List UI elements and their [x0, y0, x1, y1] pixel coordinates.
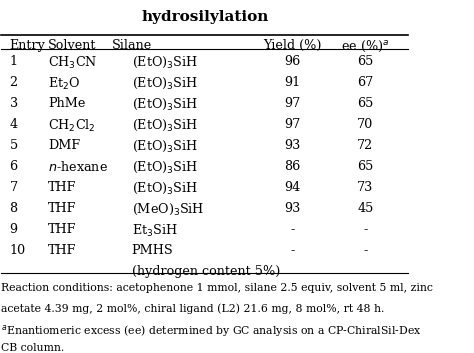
Text: Et$_3$SiH: Et$_3$SiH — [131, 223, 177, 239]
Text: Yield (%): Yield (%) — [263, 39, 321, 52]
Text: CH$_2$Cl$_2$: CH$_2$Cl$_2$ — [48, 118, 96, 134]
Text: (EtO)$_3$SiH: (EtO)$_3$SiH — [131, 118, 198, 133]
Text: 93: 93 — [284, 139, 301, 152]
Text: 96: 96 — [284, 55, 301, 68]
Text: hydrosilylation: hydrosilylation — [141, 10, 268, 24]
Text: 86: 86 — [284, 160, 301, 173]
Text: CB column.: CB column. — [1, 343, 64, 353]
Text: 45: 45 — [357, 202, 374, 215]
Text: (MeO)$_3$SiH: (MeO)$_3$SiH — [131, 202, 204, 217]
Text: THF: THF — [48, 181, 76, 194]
Text: PMHS: PMHS — [131, 244, 173, 257]
Text: Reaction conditions: acetophenone 1 mmol, silane 2.5 equiv, solvent 5 ml, zinc: Reaction conditions: acetophenone 1 mmol… — [1, 283, 433, 293]
Text: 72: 72 — [357, 139, 374, 152]
Text: 65: 65 — [357, 160, 374, 173]
Text: -: - — [290, 244, 294, 257]
Text: 67: 67 — [357, 76, 374, 89]
Text: 93: 93 — [284, 202, 301, 215]
Text: THF: THF — [48, 223, 76, 236]
Text: 70: 70 — [357, 118, 374, 131]
Text: (hydrogen content 5%): (hydrogen content 5%) — [131, 265, 280, 278]
Text: 7: 7 — [9, 181, 18, 194]
Text: 65: 65 — [357, 97, 374, 110]
Text: (EtO)$_3$SiH: (EtO)$_3$SiH — [131, 181, 198, 196]
Text: CH$_3$CN: CH$_3$CN — [48, 55, 98, 71]
Text: PhMe: PhMe — [48, 97, 85, 110]
Text: (EtO)$_3$SiH: (EtO)$_3$SiH — [131, 160, 198, 175]
Text: (EtO)$_3$SiH: (EtO)$_3$SiH — [131, 97, 198, 112]
Text: acetate 4.39 mg, 2 mol%, chiral ligand (L2) 21.6 mg, 8 mol%, rt 48 h.: acetate 4.39 mg, 2 mol%, chiral ligand (… — [1, 303, 385, 314]
Text: (EtO)$_3$SiH: (EtO)$_3$SiH — [131, 76, 198, 91]
Text: 91: 91 — [284, 76, 300, 89]
Text: -: - — [290, 223, 294, 236]
Text: THF: THF — [48, 244, 76, 257]
Text: Et$_2$O: Et$_2$O — [48, 76, 81, 92]
Text: 97: 97 — [284, 118, 301, 131]
Text: ee (%)$^a$: ee (%)$^a$ — [341, 39, 390, 54]
Text: $n$-hexane: $n$-hexane — [48, 160, 108, 174]
Text: 4: 4 — [9, 118, 18, 131]
Text: -: - — [363, 244, 367, 257]
Text: 6: 6 — [9, 160, 18, 173]
Text: (EtO)$_3$SiH: (EtO)$_3$SiH — [131, 139, 198, 154]
Text: 73: 73 — [357, 181, 374, 194]
Text: 94: 94 — [284, 181, 301, 194]
Text: 9: 9 — [9, 223, 18, 236]
Text: Silane: Silane — [111, 39, 152, 52]
Text: $^a$Enantiomeric excess (ee) determined by GC analysis on a CP-ChiralSil-Dex: $^a$Enantiomeric excess (ee) determined … — [1, 323, 422, 339]
Text: -: - — [363, 223, 367, 236]
Text: 2: 2 — [9, 76, 18, 89]
Text: Entry: Entry — [9, 39, 46, 52]
Text: DMF: DMF — [48, 139, 80, 152]
Text: 65: 65 — [357, 55, 374, 68]
Text: (EtO)$_3$SiH: (EtO)$_3$SiH — [131, 55, 198, 70]
Text: THF: THF — [48, 202, 76, 215]
Text: Solvent: Solvent — [48, 39, 97, 52]
Text: 8: 8 — [9, 202, 18, 215]
Text: 97: 97 — [284, 97, 301, 110]
Text: 3: 3 — [9, 97, 18, 110]
Text: 5: 5 — [9, 139, 18, 152]
Text: 10: 10 — [9, 244, 26, 257]
Text: 1: 1 — [9, 55, 18, 68]
